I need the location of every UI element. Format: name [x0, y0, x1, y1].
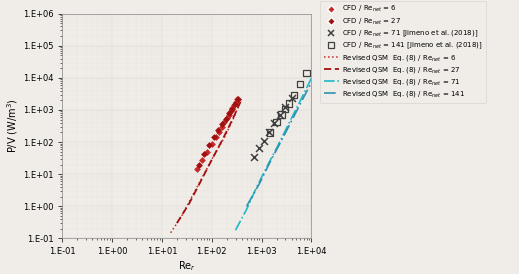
- Point: [255, 146, 264, 150]
- Point: [218, 125, 226, 129]
- Point: [281, 107, 290, 111]
- Point: [212, 135, 220, 139]
- Point: [260, 139, 268, 143]
- Point: [223, 116, 231, 120]
- Point: [228, 106, 237, 110]
- Point: [284, 101, 293, 106]
- Point: [214, 128, 223, 133]
- Point: [225, 112, 233, 117]
- Point: [221, 120, 229, 124]
- Point: [228, 107, 236, 111]
- Point: [208, 141, 216, 146]
- Point: [233, 97, 241, 101]
- Point: [218, 122, 226, 126]
- Point: [281, 105, 290, 110]
- Point: [303, 71, 311, 75]
- Legend: CFD / Re$_{net}$ = 6, CFD / Re$_{net}$ = 27, CFD / Re$_{net}$ = 71 [Jimeno et al: CFD / Re$_{net}$ = 6, CFD / Re$_{net}$ =…: [320, 1, 486, 103]
- Point: [288, 96, 296, 100]
- Point: [230, 103, 238, 107]
- Point: [193, 166, 201, 171]
- Point: [320, 35, 329, 40]
- Point: [215, 130, 223, 134]
- Point: [231, 102, 239, 106]
- Point: [225, 111, 233, 116]
- Point: [198, 158, 207, 162]
- Y-axis label: P/V (W/m$^{3}$): P/V (W/m$^{3}$): [5, 99, 20, 153]
- Point: [203, 150, 211, 154]
- Point: [206, 143, 214, 147]
- Point: [222, 116, 230, 121]
- Point: [231, 100, 240, 104]
- Point: [290, 93, 298, 97]
- Point: [227, 109, 235, 113]
- Point: [277, 112, 285, 117]
- Point: [210, 135, 218, 139]
- Point: [200, 152, 208, 156]
- Point: [234, 97, 242, 101]
- Point: [272, 120, 281, 124]
- Point: [195, 162, 203, 167]
- Point: [266, 130, 275, 135]
- X-axis label: Re$_{r}$: Re$_{r}$: [178, 259, 196, 273]
- Point: [276, 113, 284, 118]
- Point: [296, 82, 305, 86]
- Point: [311, 53, 320, 58]
- Point: [265, 130, 273, 135]
- Point: [250, 155, 258, 159]
- Point: [270, 121, 279, 126]
